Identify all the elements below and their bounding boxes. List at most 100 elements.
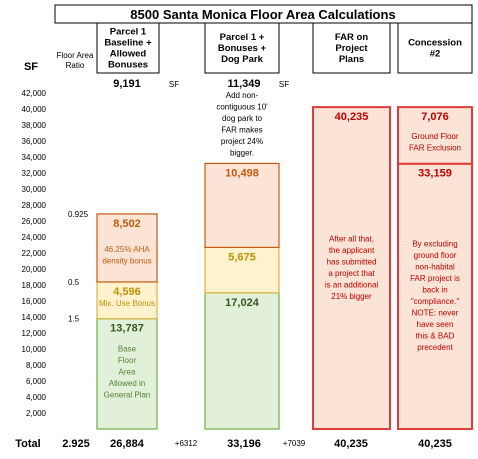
y-tick-label: 4,000 — [26, 393, 47, 402]
bar-note-col4-0: ground floor — [414, 251, 457, 260]
header-col2-box — [204, 22, 280, 74]
header-col1-text: Baseline + — [104, 38, 152, 49]
y-tick-label: 40,000 — [22, 105, 47, 114]
top-value-col1: 9,191 — [113, 78, 141, 90]
total-label: Total — [15, 438, 40, 450]
y-tick-label: 28,000 — [22, 201, 47, 210]
header-col1-text: Bonuses — [108, 60, 148, 71]
y-tick-label: 22,000 — [22, 249, 47, 258]
total-col4: 40,235 — [418, 438, 452, 450]
y-tick-label: 6,000 — [26, 377, 47, 386]
bar-note-col1-2: 46.25% AHA — [104, 245, 150, 254]
bar-col2-segment-2 — [204, 162, 280, 249]
bar-note-col1-0: General Plan — [104, 391, 151, 400]
bar-col3-segment-0 — [312, 106, 391, 431]
note-above-col2: Add non- — [226, 91, 259, 100]
bar-note-col4-1: Ground Floor — [411, 132, 458, 141]
bar-note-col3-0: the applicant — [329, 246, 375, 255]
header-col1-text: Allowed — [110, 49, 147, 60]
bar-col1-segment-1 — [96, 281, 158, 320]
bar-label-col2-2: 10,498 — [225, 167, 259, 179]
far-ratio-2: 0.925 — [68, 210, 89, 219]
bar-col1-segment-2 — [96, 213, 158, 283]
header-col3-text: Plans — [339, 54, 364, 65]
header-col2-text: Dog Park — [221, 54, 263, 65]
note-above-col2: project 24% — [221, 137, 263, 146]
bar-label-col2-0: 17,024 — [225, 297, 260, 309]
bar-note-col3-0: is an additional — [325, 280, 379, 289]
bar-note-col1-0: Allowed in — [109, 379, 145, 388]
bar-note-col4-1: FAR Exclusion — [409, 144, 461, 153]
note-above-col2: dog park to — [222, 114, 263, 123]
bar-note-col1-1: Mix. Use Bonus — [99, 299, 155, 308]
top-unit-col2: SF — [279, 80, 289, 89]
top-value-col2: 11,349 — [227, 78, 260, 90]
far-ratio-0: 1.5 — [68, 315, 80, 324]
bar-note-col1-0: Floor — [118, 356, 137, 365]
bar-note-col1-0: Base — [118, 345, 137, 354]
total-col1: 26,884 — [110, 438, 145, 450]
header-col1-text: Parcel 1 — [110, 27, 147, 38]
y-tick-label: 38,000 — [22, 121, 47, 130]
increment-col3: +7039 — [283, 439, 306, 448]
header-col4-text: Concession — [408, 38, 462, 49]
bar-note-col4-0: By excluding — [412, 240, 457, 249]
y-tick-label: 8,000 — [26, 361, 47, 370]
header-col1-box — [96, 22, 160, 74]
header-col4-text: #2 — [430, 49, 441, 60]
bar-note-col4-0: FAR project is — [410, 274, 460, 283]
header-col3-text: FAR on — [335, 32, 368, 43]
bar-note-col3-0: has submitted — [327, 257, 377, 266]
bar-label-col4-1: 7,076 — [421, 111, 449, 123]
y-tick-label: 32,000 — [22, 169, 47, 178]
y-tick-label: 16,000 — [22, 297, 47, 306]
bar-note-col4-0: non-habital — [415, 263, 455, 272]
note-above-col2: bigger. — [230, 149, 254, 158]
total-ratio: 2.925 — [62, 438, 90, 450]
bar-col2-segment-0 — [204, 292, 280, 430]
bar-col4-segment-1 — [397, 106, 473, 165]
sf-header: SF — [24, 61, 38, 73]
total-col3: 40,235 — [334, 438, 368, 450]
bar-note-col3-0: a project that — [328, 269, 375, 278]
y-tick-label: 2,000 — [26, 409, 47, 418]
bar-note-col4-0: this & BAD — [416, 332, 455, 341]
bar-label-col3-0: 40,235 — [335, 111, 369, 123]
y-tick-label: 26,000 — [22, 217, 47, 226]
y-tick-label: 34,000 — [22, 153, 47, 162]
far-ratio-1: 0.5 — [68, 278, 80, 287]
y-tick-label: 18,000 — [22, 281, 47, 290]
total-col2: 33,196 — [227, 438, 261, 450]
bar-label-col2-1: 5,675 — [228, 251, 256, 263]
bar-col4-segment-0 — [397, 162, 473, 430]
header-col4-box — [397, 22, 473, 74]
y-tick-label: 24,000 — [22, 233, 47, 242]
y-tick-label: 14,000 — [22, 313, 47, 322]
header-col2-text: Parcel 1 + — [220, 32, 265, 43]
top-unit-col1: SF — [169, 80, 179, 89]
note-above-col2: contiguous 10' — [216, 103, 268, 112]
y-tick-label: 10,000 — [22, 345, 47, 354]
bar-note-col4-0: precedent — [417, 343, 453, 352]
bar-col2-segment-1 — [204, 246, 280, 294]
bar-col1-segment-0 — [96, 318, 158, 430]
bar-label-col4-0: 33,159 — [418, 168, 452, 180]
header-col3-box — [312, 22, 391, 74]
y-tick-label: 30,000 — [22, 185, 47, 194]
header-col2-text: Bonuses + — [218, 43, 267, 54]
bar-note-col4-0: have seen — [417, 320, 454, 329]
y-tick-label: 12,000 — [22, 329, 47, 338]
far-ratio-header: Floor Area — [57, 51, 94, 60]
chart-title: 8500 Santa Monica Floor Area Calculation… — [130, 7, 395, 22]
note-above-col2: FAR makes — [221, 126, 262, 135]
y-tick-label: 36,000 — [22, 137, 47, 146]
y-tick-label: 20,000 — [22, 265, 47, 274]
far-ratio-header: Ratio — [66, 61, 85, 70]
bar-note-col1-2: density bonus — [102, 256, 151, 265]
bar-label-col1-1: 4,596 — [113, 286, 141, 298]
bar-label-col1-0: 13,787 — [110, 323, 144, 335]
increment-col2: +6312 — [175, 439, 198, 448]
bar-label-col1-2: 8,502 — [113, 218, 141, 230]
bar-note-col3-0: After all that, — [329, 234, 374, 243]
